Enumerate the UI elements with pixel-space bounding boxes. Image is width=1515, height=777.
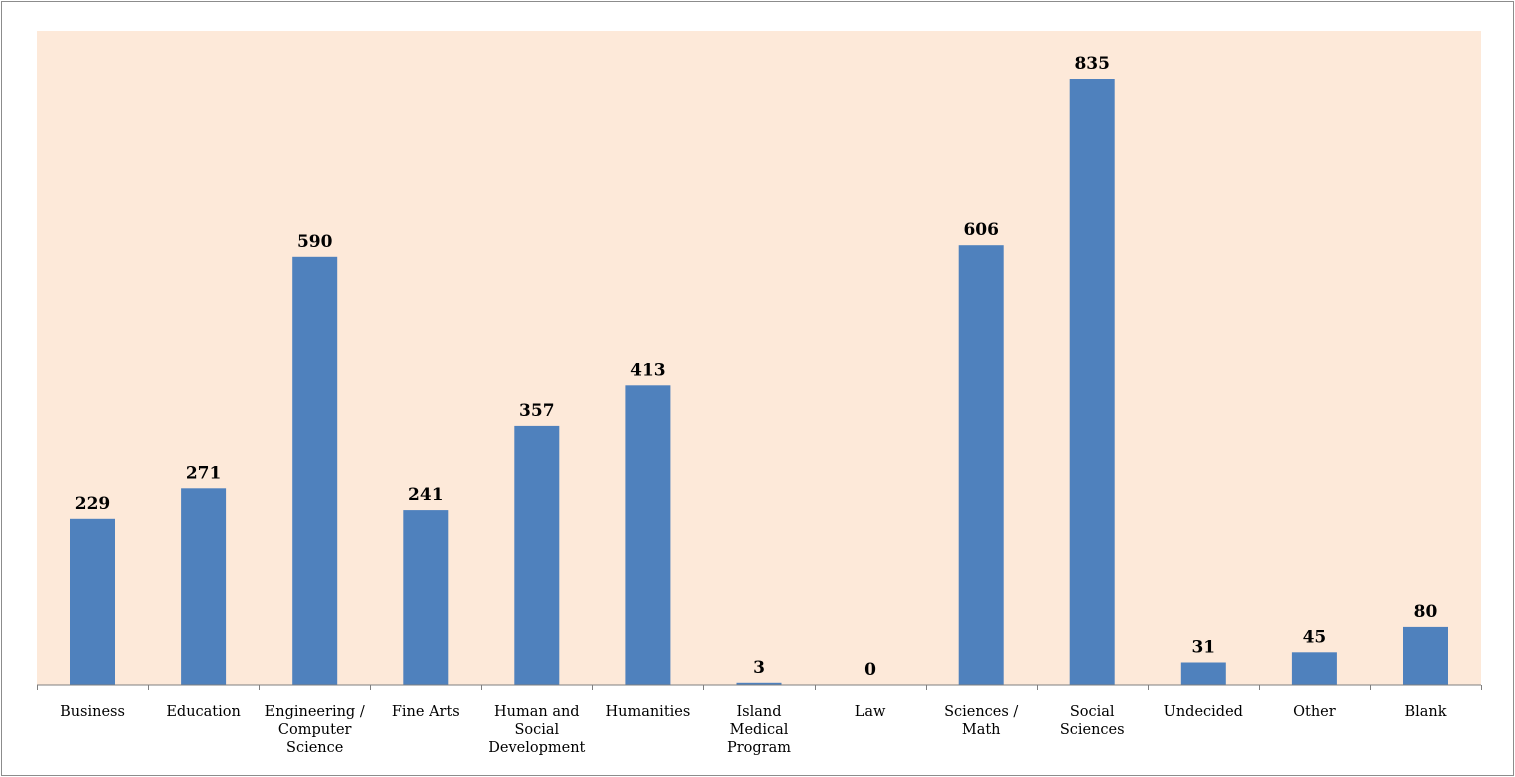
plot-area	[37, 31, 1481, 685]
category-label: Business	[60, 704, 125, 720]
data-label: 413	[630, 360, 666, 380]
data-labels-group: 229 271 590 241 357 413 3 0 606 835 31 45 80	[75, 54, 1438, 680]
category-label-line: Business	[60, 704, 125, 720]
category-label: Undecided	[1164, 704, 1243, 720]
category-label-line: Island	[736, 704, 781, 720]
category-label: Engineering / Computer Science	[265, 704, 365, 756]
category-label-line: Law	[855, 704, 886, 720]
data-label: 241	[408, 485, 444, 505]
data-label: 590	[297, 232, 333, 252]
bar	[1291, 652, 1337, 685]
category-label-line: Science	[286, 740, 343, 756]
category-label-line: Sciences /	[944, 704, 1018, 720]
category-label: Humanities	[605, 704, 690, 720]
data-label: 0	[864, 660, 876, 680]
data-label: 229	[75, 494, 111, 514]
data-label: 31	[1191, 638, 1215, 658]
category-label-line: Engineering /	[265, 704, 365, 720]
category-label: Education	[166, 704, 241, 720]
category-label-line: Program	[727, 740, 791, 756]
x-axis-ticks	[37, 685, 1482, 690]
category-label: Law	[855, 704, 886, 720]
category-label: Sciences / Math	[944, 704, 1018, 738]
data-label: 3	[753, 658, 765, 678]
bars-group	[70, 79, 1448, 685]
bar	[625, 385, 671, 685]
bar	[403, 510, 449, 685]
bar	[1069, 79, 1115, 685]
bar	[1403, 626, 1448, 685]
category-label-line: Medical	[730, 722, 789, 738]
category-label: Island Medical Program	[727, 704, 791, 756]
bar	[181, 488, 227, 685]
data-label: 835	[1074, 54, 1110, 74]
category-label-line: Sciences	[1060, 722, 1125, 738]
bar	[514, 425, 560, 685]
category-label-line: Computer	[278, 722, 352, 738]
category-label: Human and Social Development	[488, 704, 585, 756]
category-labels-group: Business Education Engineering / Computer Sc…	[60, 704, 1447, 756]
category-label-line: Social	[1070, 704, 1115, 720]
data-label: 80	[1414, 602, 1438, 622]
category-label-line: Human and	[494, 704, 580, 720]
category-label: Blank	[1404, 704, 1446, 720]
category-label-line: Math	[962, 722, 1001, 738]
category-label-line: Development	[488, 740, 585, 756]
category-label-line: Humanities	[605, 704, 690, 720]
data-label: 357	[519, 401, 555, 421]
bar	[70, 518, 115, 685]
bar	[736, 682, 782, 685]
category-label-line: Social	[514, 722, 559, 738]
category-label-line: Undecided	[1164, 704, 1243, 720]
data-label: 45	[1303, 627, 1327, 647]
category-label: Fine Arts	[392, 704, 460, 720]
bar	[292, 256, 338, 685]
category-label-line: Blank	[1404, 704, 1446, 720]
category-label-line: Fine Arts	[392, 704, 460, 720]
category-label-line: Education	[166, 704, 241, 720]
data-label: 271	[186, 463, 222, 483]
bar	[958, 245, 1004, 685]
data-label: 606	[963, 220, 999, 240]
bar	[1180, 662, 1226, 685]
category-label-line: Other	[1293, 704, 1336, 720]
category-label: Social Sciences	[1060, 704, 1125, 738]
category-label: Other	[1293, 704, 1336, 720]
